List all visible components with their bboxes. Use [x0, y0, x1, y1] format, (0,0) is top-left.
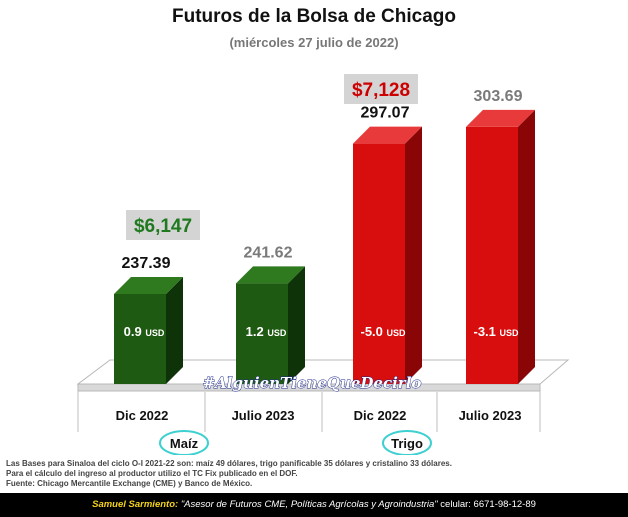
price-label: $6,147	[134, 216, 192, 237]
bar-side	[166, 277, 183, 384]
chart-subtitle: (miércoles 27 julio de 2022)	[229, 35, 399, 50]
bar	[466, 126, 518, 384]
bar	[236, 283, 288, 384]
author-name: Samuel Sarmiento:	[92, 499, 179, 510]
group-circle	[382, 430, 432, 455]
bar	[114, 294, 166, 384]
note-source: Fuente: Chicago Mercantile Exchange (CME…	[6, 479, 253, 488]
category-label: Julio 2023	[232, 408, 295, 423]
category-label: Julio 2023	[459, 408, 522, 423]
price-box	[126, 210, 200, 240]
price-box	[344, 74, 418, 104]
value-label: 303.69	[474, 88, 523, 105]
bar-basis-label: -5.0 USD	[360, 324, 406, 339]
footnotes: Las Bases para Sinaloa del ciclo O-I 202…	[6, 459, 622, 489]
note-exchange-rate: Para el cálculo del ingreso al productor…	[6, 469, 298, 478]
author-description: "Asesor de Futuros CME, Políticas Agríco…	[180, 499, 438, 510]
value-label: 297.07	[361, 105, 410, 122]
group-label: Trigo	[391, 436, 423, 451]
bar-top	[353, 126, 422, 144]
watermark: #AlguienTieneQueDecirlo	[203, 374, 422, 392]
note-bases: Las Bases para Sinaloa del ciclo O-I 202…	[6, 459, 452, 468]
bar-side	[405, 126, 422, 385]
bar-chart: 237.39 0.9 USD Dic 2022 241.62 1.2 USD Julio …	[76, 74, 570, 455]
value-label: 237.39	[122, 255, 171, 272]
bar-basis-label: 0.9 USD	[124, 324, 165, 339]
bar	[353, 143, 405, 384]
bar-side	[288, 266, 305, 384]
bar-side	[518, 109, 535, 384]
category-label: Dic 2022	[354, 408, 407, 423]
bar-top	[114, 277, 183, 294]
group-circle	[159, 430, 209, 455]
bar-top	[466, 109, 535, 127]
value-label: 241.62	[244, 244, 293, 261]
price-label: $7,128	[352, 80, 410, 101]
chart-title: Futuros de la Bolsa de Chicago	[172, 6, 456, 27]
bar-top	[236, 266, 305, 284]
author-phone: celular: 6671-98-12-89	[440, 499, 536, 510]
author-footer: Samuel Sarmiento: "Asesor de Futuros CME…	[0, 493, 628, 517]
bar-basis-label: -3.1 USD	[473, 324, 519, 339]
category-label: Dic 2022	[116, 408, 169, 423]
group-label: Maíz	[170, 436, 199, 451]
bar-basis-label: 1.2 USD	[246, 324, 287, 339]
